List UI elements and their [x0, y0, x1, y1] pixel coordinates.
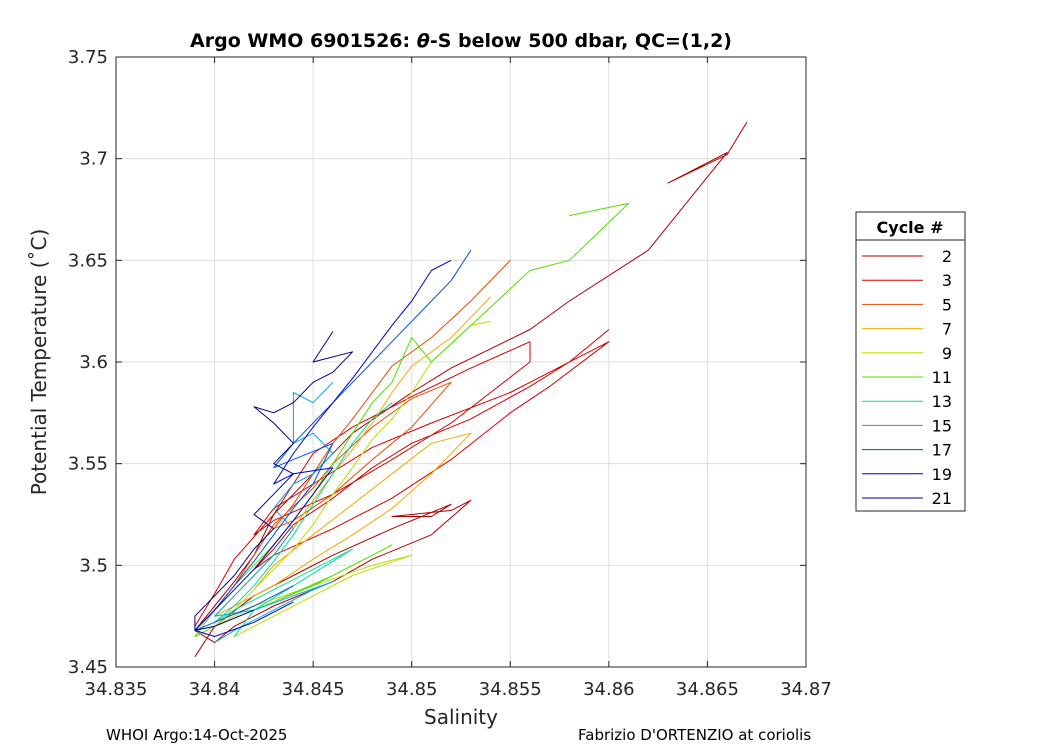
legend-label-cycle-19: 19 — [932, 465, 952, 484]
x-tick-label: 34.835 — [85, 679, 148, 700]
legend-label-cycle-7: 7 — [942, 320, 952, 339]
y-axis-ticks: 3.45 3.5 3.55 3.6 3.65 3.7 3.75 — [68, 47, 806, 678]
grid-lines — [115, 56, 807, 668]
x-tick-label: 34.86 — [583, 679, 635, 700]
y-tick-label: 3.5 — [79, 555, 108, 576]
series-line-cycle-19 — [194, 259, 452, 637]
x-tick-label: 34.855 — [479, 679, 542, 700]
y-tick-label: 3.6 — [79, 352, 108, 373]
series-line-cycle-5 — [214, 259, 511, 611]
legend-box — [855, 211, 966, 512]
legend: Cycle # 2 3 5 7 9 11 13 15 17 19 21 — [855, 211, 966, 512]
y-tick-label: 3.7 — [79, 149, 108, 170]
x-axis-label: Salinity — [424, 705, 498, 729]
legend-label-cycle-3: 3 — [942, 271, 952, 290]
y-axis-label: Potential Temperature (˚C) — [27, 229, 51, 496]
legend-title: Cycle # — [877, 218, 944, 237]
x-axis-ticks: 34.835 34.84 34.845 34.85 34.855 34.86 34.865 3… — [85, 57, 832, 700]
y-tick-label: 3.55 — [68, 454, 108, 475]
legend-label-cycle-9: 9 — [942, 344, 952, 363]
legend-label-cycle-11: 11 — [932, 368, 952, 387]
legend-label-cycle-21: 21 — [932, 489, 952, 508]
legend-label-cycle-13: 13 — [932, 392, 952, 411]
legend-label-cycle-2: 2 — [942, 247, 952, 266]
y-tick-label: 3.75 — [68, 47, 108, 68]
legend-label-cycle-17: 17 — [932, 441, 952, 460]
legend-label-cycle-15: 15 — [932, 416, 952, 435]
series-line-cycle-2 — [194, 121, 748, 658]
footer-right: Fabrizio D'ORTENZIO at coriolis — [578, 726, 812, 744]
series-line-cycle-13 — [214, 402, 393, 637]
x-tick-label: 34.85 — [386, 679, 438, 700]
x-tick-label: 34.84 — [189, 679, 241, 700]
legend-label-cycle-5: 5 — [942, 295, 952, 314]
y-tick-label: 3.45 — [68, 657, 108, 678]
x-tick-label: 34.87 — [780, 679, 832, 700]
series-line-cycle-21 — [194, 331, 354, 631]
legend-items: 2 3 5 7 9 11 13 15 17 19 21 — [862, 247, 952, 508]
x-tick-label: 34.865 — [676, 679, 739, 700]
series-layer — [194, 121, 748, 658]
chart-title: Argo WMO 6901526: θ-S below 500 dbar, QC… — [190, 30, 732, 52]
footer-left: WHOI Argo:14-Oct-2025 — [106, 726, 288, 744]
y-tick-label: 3.65 — [68, 250, 108, 271]
series-line-cycle-15 — [214, 381, 334, 644]
series-line-cycle-9 — [214, 320, 491, 637]
x-tick-label: 34.845 — [282, 679, 345, 700]
